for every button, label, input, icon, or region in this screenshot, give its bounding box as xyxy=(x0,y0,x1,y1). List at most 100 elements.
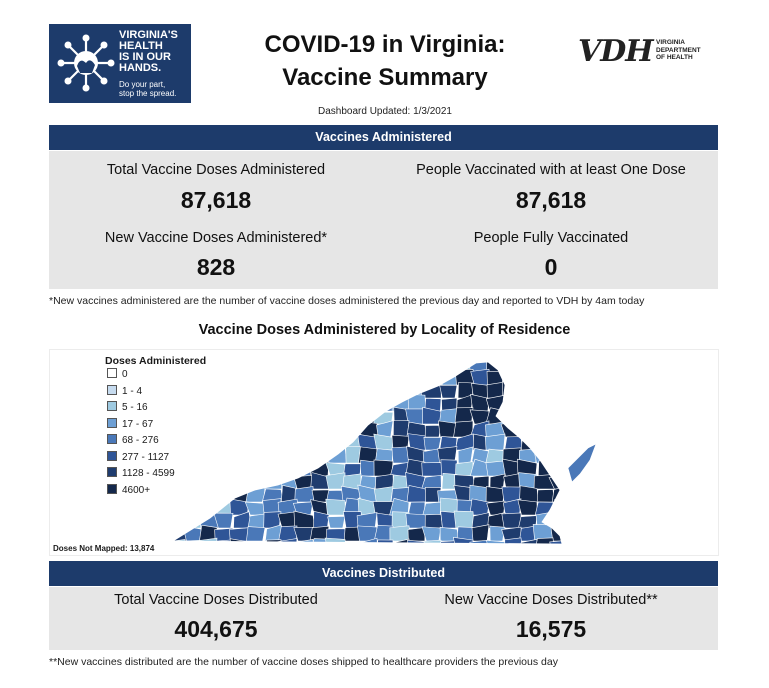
locality-region[interactable] xyxy=(375,539,394,554)
locality-region[interactable] xyxy=(293,510,316,529)
locality-region[interactable] xyxy=(439,384,458,399)
locality-region[interactable] xyxy=(168,382,186,399)
locality-region[interactable] xyxy=(501,356,522,373)
locality-region[interactable] xyxy=(199,537,218,554)
locality-region[interactable] xyxy=(261,433,282,451)
locality-region[interactable] xyxy=(484,433,506,451)
locality-region[interactable] xyxy=(393,420,410,438)
locality-region[interactable] xyxy=(421,358,442,373)
locality-region[interactable] xyxy=(501,370,522,386)
locality-region[interactable] xyxy=(424,513,443,529)
locality-region[interactable] xyxy=(278,397,298,412)
locality-region[interactable] xyxy=(296,423,314,438)
locality-region[interactable] xyxy=(232,385,251,399)
locality-region[interactable] xyxy=(276,381,298,399)
locality-region[interactable] xyxy=(517,422,540,438)
locality-region[interactable] xyxy=(423,369,443,386)
locality-region[interactable] xyxy=(341,395,362,412)
locality-region[interactable] xyxy=(262,356,283,373)
locality-region[interactable] xyxy=(501,512,522,529)
locality-region[interactable] xyxy=(373,486,394,503)
locality-region[interactable] xyxy=(309,381,330,399)
locality-region[interactable] xyxy=(297,410,314,425)
locality-region[interactable] xyxy=(341,369,362,386)
locality-region[interactable] xyxy=(197,499,218,516)
locality-region[interactable] xyxy=(471,524,490,542)
locality-region[interactable] xyxy=(181,383,202,399)
locality-region[interactable] xyxy=(184,370,204,386)
locality-region[interactable] xyxy=(406,370,426,386)
locality-region[interactable] xyxy=(407,539,426,554)
locality-region[interactable] xyxy=(181,407,202,425)
locality-region[interactable] xyxy=(343,357,362,373)
locality-region[interactable] xyxy=(212,486,234,503)
locality-region[interactable] xyxy=(229,358,250,373)
locality-region[interactable] xyxy=(549,394,569,412)
locality-region[interactable] xyxy=(296,397,315,412)
locality-region[interactable] xyxy=(246,541,266,554)
locality-region[interactable] xyxy=(182,397,204,412)
locality-region[interactable] xyxy=(358,360,380,373)
locality-region[interactable] xyxy=(520,394,538,412)
locality-region[interactable] xyxy=(359,382,378,399)
locality-region[interactable] xyxy=(244,382,266,399)
locality-region[interactable] xyxy=(229,370,251,386)
locality-region[interactable] xyxy=(453,510,475,529)
locality-region[interactable] xyxy=(324,537,348,554)
locality-region[interactable] xyxy=(325,369,348,386)
locality-region[interactable] xyxy=(356,367,378,386)
locality-region[interactable] xyxy=(170,539,188,554)
locality-region[interactable] xyxy=(293,357,315,373)
locality-map[interactable]: Doses Administered 0 1 - 4 5 - 16 17 - 67 68… xyxy=(49,349,719,556)
locality-region[interactable] xyxy=(180,499,202,516)
locality-region[interactable] xyxy=(183,433,203,451)
locality-region[interactable] xyxy=(519,485,539,503)
locality-region[interactable] xyxy=(246,476,266,490)
locality-region[interactable] xyxy=(549,539,569,554)
locality-region[interactable] xyxy=(548,513,569,529)
locality-region[interactable] xyxy=(374,358,394,373)
locality-region[interactable] xyxy=(215,432,235,451)
locality-region[interactable] xyxy=(313,409,330,425)
locality-region[interactable] xyxy=(328,407,347,425)
locality-region[interactable] xyxy=(166,408,186,425)
locality-region[interactable] xyxy=(184,475,204,490)
locality-region[interactable] xyxy=(197,380,218,399)
locality-region[interactable] xyxy=(167,419,186,438)
locality-region[interactable] xyxy=(422,539,444,554)
locality-region[interactable] xyxy=(166,395,186,412)
locality-region[interactable] xyxy=(182,447,204,464)
virginia-choropleth-map[interactable] xyxy=(50,350,718,555)
locality-region[interactable] xyxy=(245,395,268,412)
locality-region[interactable] xyxy=(229,395,251,412)
locality-region[interactable] xyxy=(263,424,282,438)
locality-region[interactable] xyxy=(550,525,569,542)
locality-region[interactable] xyxy=(217,370,234,386)
locality-region[interactable] xyxy=(343,409,362,425)
locality-region[interactable] xyxy=(373,369,394,386)
locality-region[interactable] xyxy=(215,539,235,554)
locality-region[interactable] xyxy=(198,435,218,451)
locality-region[interactable] xyxy=(246,410,268,425)
locality-region[interactable] xyxy=(422,501,443,516)
locality-region[interactable] xyxy=(213,407,234,425)
locality-region[interactable] xyxy=(552,421,571,438)
locality-region[interactable] xyxy=(277,435,298,451)
locality-region[interactable] xyxy=(533,434,554,451)
locality-region[interactable] xyxy=(389,357,411,373)
locality-region[interactable] xyxy=(197,476,220,490)
locality-region[interactable] xyxy=(390,368,410,386)
locality-region[interactable] xyxy=(245,485,266,503)
locality-region[interactable] xyxy=(232,433,250,451)
locality-region[interactable] xyxy=(440,356,458,373)
locality-region[interactable] xyxy=(520,538,538,554)
locality-region[interactable] xyxy=(293,450,315,464)
locality-region[interactable] xyxy=(533,369,554,386)
locality-region[interactable] xyxy=(200,370,218,386)
locality-region[interactable] xyxy=(502,380,522,399)
locality-region[interactable] xyxy=(519,356,539,373)
locality-region[interactable] xyxy=(389,525,412,542)
locality-region[interactable] xyxy=(277,357,300,373)
locality-region[interactable] xyxy=(357,394,378,412)
locality-region[interactable] xyxy=(281,461,298,477)
